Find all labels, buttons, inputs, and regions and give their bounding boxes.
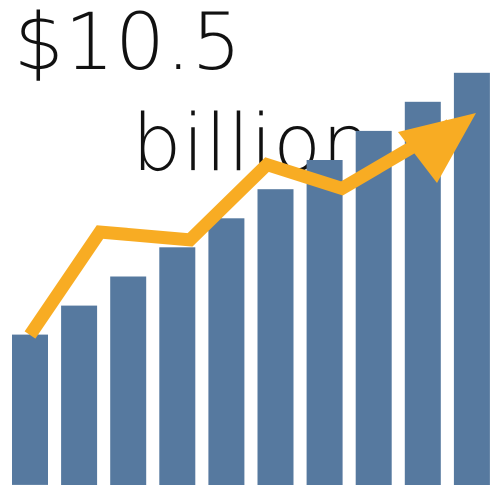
bar-5 [208, 218, 245, 485]
bar-1 [12, 334, 48, 485]
trend-arrow-group [24, 113, 476, 339]
headline-amount: $10.5 [14, 0, 243, 88]
bar-3 [110, 276, 147, 485]
bar-2 [61, 305, 98, 485]
bar-8 [355, 130, 392, 485]
bar-7 [306, 160, 343, 485]
upward-trend-arrow-icon [398, 113, 476, 183]
trend-line [24, 119, 454, 339]
bars-group [12, 72, 490, 485]
bar-4 [159, 247, 196, 485]
bar-6 [257, 189, 294, 485]
